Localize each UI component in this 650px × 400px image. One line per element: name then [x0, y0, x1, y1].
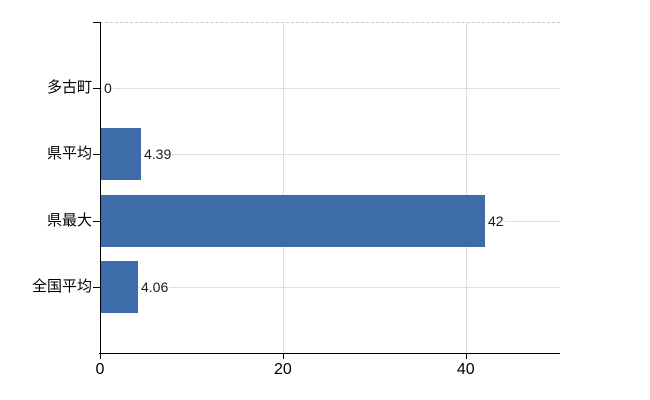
x-tick-label: 0	[95, 361, 105, 378]
x-tick-label: 20	[273, 361, 292, 378]
bar-value-label: 0	[103, 79, 113, 97]
bar-value-label: 42	[487, 212, 505, 230]
category-label: 多古町	[46, 79, 92, 96]
plot-area: 0 20 40 多古町県平均県最大全国平均 0 4.39 42 4.06	[32, 22, 560, 378]
category-label: 県最大	[46, 212, 92, 229]
bar-value-label: 4.39	[143, 145, 173, 163]
bar	[101, 195, 485, 247]
x-axis-tick	[282, 354, 284, 359]
bar	[101, 261, 138, 313]
x-axis-tick	[100, 354, 101, 359]
h-gridline	[100, 88, 560, 89]
y-axis-tick	[93, 88, 100, 89]
y-axis-top-tick	[93, 22, 100, 23]
x-axis-line	[99, 353, 560, 354]
v-gridline	[465, 22, 467, 353]
v-gridline	[282, 22, 284, 353]
plot-top-border	[100, 22, 560, 23]
h-gridline	[100, 287, 560, 288]
bar-value-label: 4.06	[140, 278, 170, 296]
x-axis-tick	[465, 354, 467, 359]
y-axis-tick	[93, 221, 100, 222]
h-gridline	[100, 154, 560, 155]
category-label: 全国平均	[31, 278, 92, 295]
bar	[101, 128, 141, 180]
y-axis-tick	[93, 287, 100, 288]
y-axis-line	[100, 22, 101, 354]
y-axis-tick	[93, 154, 100, 155]
category-label: 県平均	[46, 145, 92, 162]
x-tick-label: 40	[456, 361, 475, 378]
